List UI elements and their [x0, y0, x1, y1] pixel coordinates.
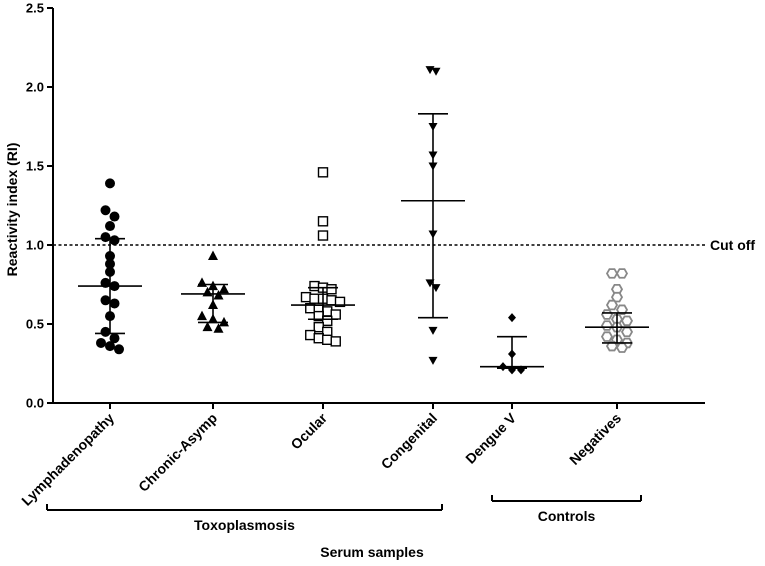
data-point: [620, 315, 634, 327]
data-point: [605, 340, 619, 352]
data-point: [109, 298, 120, 309]
data-point: [197, 277, 207, 287]
data-point: [313, 321, 324, 333]
y-tick-label: 2.0: [26, 80, 44, 95]
data-point: [615, 268, 629, 279]
data-point: [100, 295, 111, 306]
data-point: [326, 295, 337, 306]
data-marks: [96, 66, 634, 375]
data-point: [114, 344, 124, 355]
cutoff-label: Cut off: [710, 237, 755, 253]
data-point: [208, 250, 218, 261]
group-label: Toxoplasmosis: [194, 517, 295, 533]
x-axis-title: Serum samples: [320, 544, 424, 560]
data-point: [322, 315, 333, 327]
data-point: [508, 313, 516, 323]
data-point: [309, 280, 320, 292]
data-point: [105, 341, 115, 352]
data-point: [326, 284, 337, 295]
data-point: [305, 329, 316, 341]
data-point: [428, 326, 438, 335]
data-point: [219, 283, 229, 294]
axes: [46, 7, 705, 511]
y-tick-label: 1.0: [26, 238, 44, 253]
group-label: Controls: [538, 508, 596, 524]
data-point: [317, 216, 329, 227]
data-point: [109, 333, 120, 344]
error-bars: [78, 113, 649, 370]
data-point: [600, 309, 614, 320]
data-point: [313, 333, 324, 344]
data-point: [605, 268, 619, 279]
data-point: [428, 356, 438, 365]
y-tick-label: 0.0: [26, 396, 44, 411]
data-point: [620, 326, 634, 338]
data-point: [322, 306, 333, 317]
data-point: [600, 320, 614, 331]
data-point: [330, 309, 341, 320]
labels: 0.0 0.5 1.0 1.5 2.0 2.5 Reactivity index (RI) L…: [4, 1, 755, 561]
y-tick-label: 1.5: [26, 159, 44, 174]
data-point: [100, 205, 111, 216]
data-point: [317, 230, 329, 241]
data-point: [100, 232, 111, 243]
data-point: [100, 326, 111, 337]
data-point: [330, 336, 341, 347]
x-category-label: Negatives: [566, 410, 624, 468]
data-point: [309, 293, 320, 304]
data-point: [431, 67, 441, 76]
data-point: [213, 323, 224, 333]
data-point: [109, 211, 120, 222]
data-point: [610, 291, 624, 303]
data-point: [605, 299, 619, 311]
x-category-label: Dengue V: [462, 409, 519, 466]
y-tick-label: 2.5: [26, 1, 44, 16]
x-category-label: Ocular: [287, 409, 330, 452]
y-axis-title: Reactivity index (RI): [4, 143, 20, 277]
data-point: [317, 167, 329, 178]
data-point: [96, 337, 106, 348]
data-point: [105, 178, 115, 189]
data-point: [105, 221, 115, 232]
x-category-label: Congenital: [378, 410, 440, 472]
y-tick-label: 0.5: [26, 317, 44, 332]
data-point: [213, 290, 224, 300]
data-point: [300, 291, 312, 303]
data-point: [322, 334, 333, 345]
data-point: [202, 321, 213, 332]
data-point: [197, 310, 207, 321]
data-point: [334, 296, 346, 308]
data-point: [615, 342, 629, 353]
data-point: [600, 331, 614, 342]
x-category-label: Chronic-Asymp: [135, 410, 220, 495]
data-point: [615, 304, 629, 316]
x-category-label: Lymphadenopathy: [18, 410, 117, 509]
data-point: [109, 235, 120, 246]
